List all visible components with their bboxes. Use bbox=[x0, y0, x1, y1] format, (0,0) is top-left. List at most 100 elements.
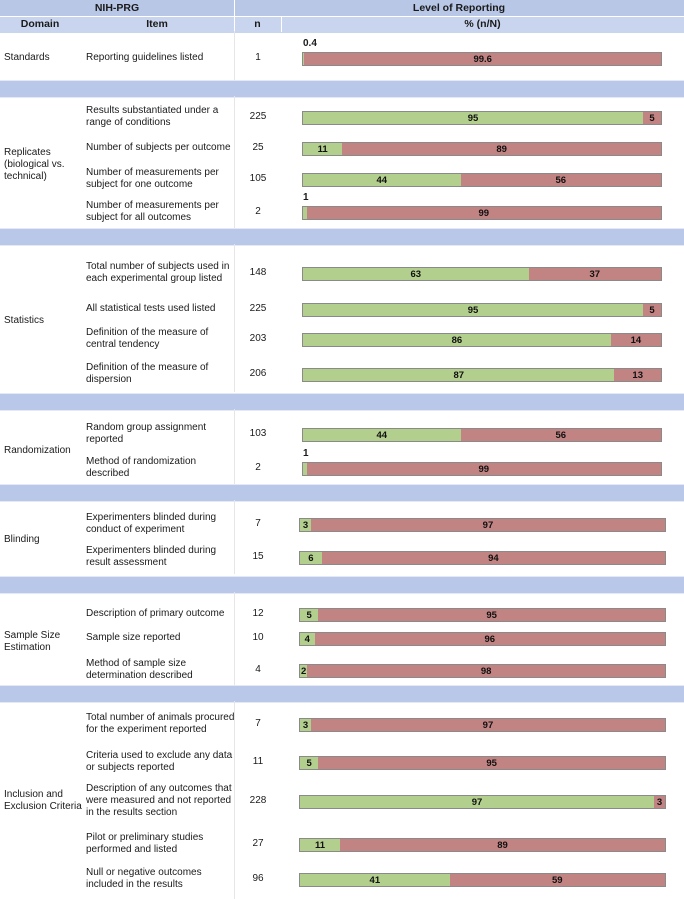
stacked-bar: 3 97 bbox=[299, 718, 666, 732]
bar-segment-not-reported: 97 bbox=[310, 519, 665, 531]
item-label: Definition of the measure of dispersion bbox=[86, 361, 209, 385]
item-label: Experimenters blinded during conduct of … bbox=[86, 511, 217, 535]
n-value: 12 bbox=[252, 608, 264, 619]
header-item: Item bbox=[146, 18, 168, 30]
column-guide bbox=[234, 31, 235, 80]
section-separator bbox=[0, 576, 684, 594]
bar-small-label: 0.4 bbox=[303, 38, 317, 49]
domain-label: Randomization bbox=[4, 445, 71, 456]
header-divider-n bbox=[281, 16, 282, 32]
section-separator bbox=[0, 393, 684, 411]
column-guide bbox=[234, 96, 235, 229]
bar-segment-not-reported: 56 bbox=[460, 174, 661, 186]
stacked-bar: 11 89 bbox=[299, 838, 666, 852]
bar-segment-reported: 4 bbox=[300, 633, 315, 645]
n-value: 228 bbox=[249, 795, 267, 806]
n-value: 206 bbox=[249, 367, 267, 379]
n-value: 103 bbox=[249, 427, 267, 439]
bar-segment-reported bbox=[303, 207, 307, 219]
n-value: 2 bbox=[255, 206, 261, 217]
stacked-bar: 63 37 bbox=[302, 267, 662, 281]
bar-small-label: 1 bbox=[303, 448, 309, 459]
stacked-bar: 44 56 bbox=[302, 173, 662, 187]
bar-segment-reported: 95 bbox=[303, 112, 644, 124]
n-value: 2 bbox=[255, 462, 261, 473]
item-label: Results substantiated under a range of c… bbox=[86, 105, 219, 128]
n-value: 10 bbox=[252, 632, 264, 643]
item-label: Pilot or preliminary studies performed a… bbox=[86, 832, 204, 855]
bar-segment-reported: 87 bbox=[303, 369, 615, 381]
domain-label: Standards bbox=[4, 52, 50, 63]
item-label: Random group assignment reported bbox=[86, 421, 207, 445]
stacked-bar: 41 59 bbox=[299, 873, 666, 887]
stacked-bar: 99 bbox=[302, 206, 662, 220]
bar-segment-reported: 2 bbox=[300, 665, 308, 677]
bar-segment-not-reported: 96 bbox=[314, 633, 665, 645]
n-value: 7 bbox=[255, 517, 261, 529]
n-value: 15 bbox=[252, 551, 264, 562]
domain-label: Statistics bbox=[4, 315, 45, 326]
stacked-bar: 97 3 bbox=[299, 795, 666, 809]
bar-segment-reported: 11 bbox=[300, 839, 341, 851]
column-guide bbox=[234, 592, 235, 686]
column-guide bbox=[234, 244, 235, 392]
stacked-bar: 5 95 bbox=[299, 608, 666, 622]
bar-segment-not-reported: 99 bbox=[306, 463, 661, 475]
stacked-bar: 44 56 bbox=[302, 428, 662, 442]
column-guide bbox=[234, 701, 235, 899]
item-label: Definition of the measure of central ten… bbox=[86, 327, 209, 350]
item-label: Number of measurements per subject for o… bbox=[86, 167, 219, 190]
bar-segment-not-reported: 89 bbox=[340, 839, 665, 851]
bar-segment-not-reported: 56 bbox=[460, 429, 661, 441]
stacked-bar: 87 13 bbox=[302, 368, 662, 382]
bar-segment-not-reported: 95 bbox=[318, 757, 665, 769]
item-label: Experimenters blinded during result asse… bbox=[86, 545, 217, 568]
bar-segment-reported bbox=[303, 53, 305, 65]
column-guide bbox=[234, 500, 235, 574]
bar-segment-reported: 3 bbox=[300, 719, 311, 731]
domain-label: Blinding bbox=[4, 534, 40, 545]
item-label: Description of any outcomes that were me… bbox=[86, 783, 232, 818]
bar-segment-not-reported: 37 bbox=[528, 268, 661, 280]
bar-segment-not-reported: 94 bbox=[321, 552, 665, 564]
stacked-bar: 2 98 bbox=[299, 664, 666, 678]
bar-segment-reported bbox=[303, 463, 307, 475]
item-label: Reporting guidelines listed bbox=[86, 52, 204, 63]
item-label: Number of subjects per outcome bbox=[86, 142, 231, 153]
item-label: Description of primary outcome bbox=[86, 608, 225, 619]
bar-segment-reported: 44 bbox=[303, 174, 461, 186]
header-band-top bbox=[0, 0, 684, 16]
n-value: 25 bbox=[252, 142, 264, 153]
n-value: 27 bbox=[252, 838, 264, 849]
bar-segment-not-reported: 3 bbox=[654, 796, 665, 808]
bar-small-label: 1 bbox=[303, 192, 309, 203]
domain-label: Sample Size Estimation bbox=[4, 630, 61, 653]
n-value: 225 bbox=[249, 111, 267, 122]
stacked-bar: 11 89 bbox=[302, 142, 662, 156]
bar-segment-not-reported: 89 bbox=[342, 143, 661, 155]
stacked-bar: 5 95 bbox=[299, 756, 666, 770]
header-divider bbox=[234, 0, 235, 32]
header-level: Level of Reporting bbox=[412, 2, 506, 14]
column-guide bbox=[234, 409, 235, 486]
bar-segment-reported: 6 bbox=[300, 552, 322, 564]
bar-segment-reported: 3 bbox=[300, 519, 311, 531]
item-label: Total number of subjects used in each ex… bbox=[86, 261, 230, 284]
bar-segment-reported: 97 bbox=[300, 796, 655, 808]
item-label: Null or negative outcomes included in th… bbox=[86, 867, 202, 890]
item-label: Criteria used to exclude any data or sub… bbox=[86, 749, 233, 773]
item-label: Total number of animals procured for the… bbox=[86, 711, 235, 735]
n-value: 4 bbox=[255, 664, 261, 675]
stacked-bar: 99 bbox=[302, 462, 662, 476]
bar-segment-reported: 5 bbox=[300, 609, 319, 621]
stacked-bar: 4 96 bbox=[299, 632, 666, 646]
stacked-bar: 95 5 bbox=[302, 111, 662, 125]
bar-segment-not-reported: 5 bbox=[643, 304, 661, 316]
header-domain: Domain bbox=[20, 18, 60, 30]
section-separator bbox=[0, 228, 684, 246]
header-n: n bbox=[254, 18, 261, 30]
domain-label: Replicates (biological vs. technical) bbox=[4, 146, 65, 182]
n-value: 7 bbox=[255, 717, 261, 729]
header-program: NIH-PRG bbox=[94, 2, 140, 14]
domain-label: Inclusion and Exclusion Criteria bbox=[4, 789, 82, 812]
